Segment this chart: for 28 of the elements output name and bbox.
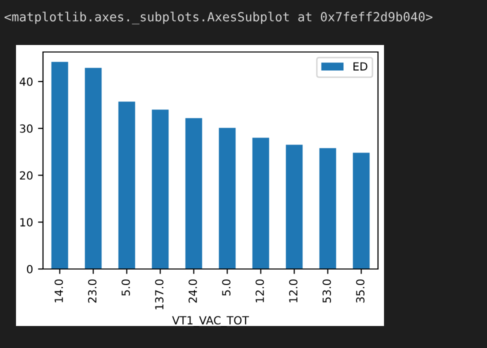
bar [252, 138, 270, 269]
y-tick-label: 40 [20, 78, 33, 86]
y-tick-label: 20 [20, 171, 33, 180]
bar [319, 148, 336, 269]
bar [352, 152, 370, 269]
x-tick-label: 23.0 [88, 279, 96, 303]
legend-label: ED [354, 62, 368, 70]
chart-title: <matplotlib.axes._subplots.AxesSubplot at 0x7feff2d9b040> [4, 12, 432, 24]
y-tick-label: 30 [20, 124, 33, 133]
bar [51, 62, 68, 269]
y-tick-label: 0 [26, 264, 33, 274]
x-tick-label: 137.0 [155, 279, 164, 310]
bar [118, 102, 136, 269]
x-tick-label: 35.0 [356, 279, 364, 303]
x-tick-label: 12.0 [256, 279, 264, 302]
bar [218, 128, 236, 269]
x-tick-label: 24.0 [188, 279, 197, 303]
bar [286, 144, 303, 269]
y-tick-label: 10 [20, 218, 33, 227]
x-tick-label: 5.0 [222, 279, 230, 296]
bar [152, 110, 169, 269]
x-tick-label: 53.0 [322, 279, 331, 303]
x-tick-label: 14.0 [54, 279, 63, 302]
x-tick-label: 12.0 [289, 279, 298, 302]
x-tick-label: 5.0 [122, 279, 130, 296]
x-axis-title: VT1_VAC_TOT [172, 316, 250, 327]
bar [84, 68, 102, 269]
bar [185, 118, 202, 269]
